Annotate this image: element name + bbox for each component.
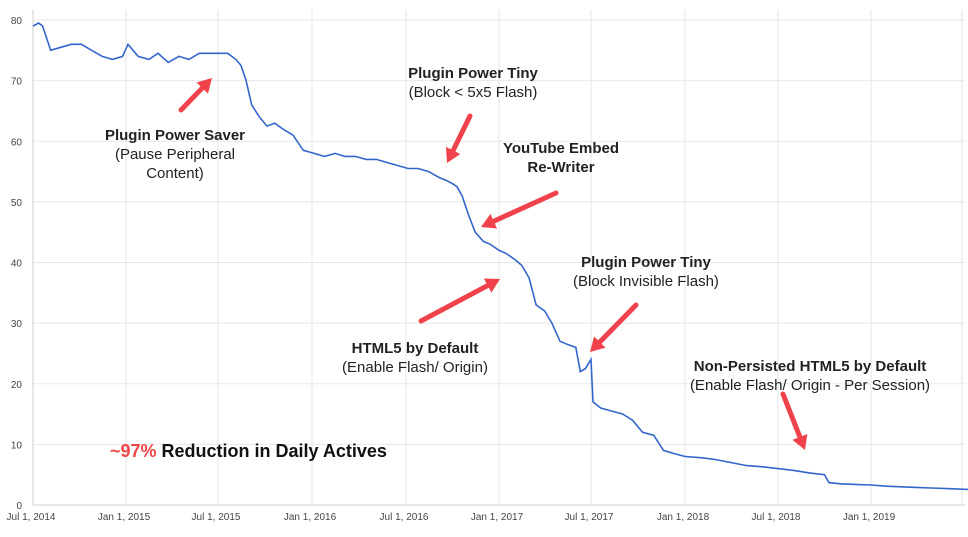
annotation-title: YouTube Embed — [502, 140, 620, 157]
annotation-arrow-shaft — [418, 283, 491, 324]
annotation-arrow-shaft — [491, 190, 559, 224]
annotation-subtitle: (Enable Flash/ Origin) — [342, 359, 488, 376]
annotation-subtitle: (Enable Flash/ Origin - Per Session) — [689, 377, 931, 394]
x-tick-label: Jan 1, 2018 — [657, 512, 710, 523]
grid — [32, 10, 965, 506]
annotation-subtitle-2: Content) — [146, 165, 204, 182]
annotation-arrow-head — [792, 434, 808, 450]
x-tick-label: Jul 1, 2015 — [192, 512, 241, 523]
annotation-arrow-head — [590, 336, 606, 352]
annotation-title: Plugin Power Saver — [104, 127, 246, 144]
series — [32, 22, 968, 491]
y-tick-label: 80 — [11, 16, 23, 27]
annotation-subtitle: (Pause Peripheral — [114, 146, 236, 163]
headline-text: Reduction in Daily Actives — [156, 441, 387, 461]
annotation-arrow-shaft — [178, 85, 205, 113]
annotation-arrow-head — [481, 213, 498, 229]
y-tick-label: 0 — [16, 501, 22, 512]
annotation-subtitle: (Block Invisible Flash) — [573, 273, 719, 290]
annotation-html5-default: HTML5 by Default (Enable Flash/ Origin) — [325, 339, 505, 377]
annotation-power-saver: Plugin Power Saver (Pause Peripheral Con… — [95, 126, 255, 183]
y-tick-label: 50 — [11, 198, 23, 209]
x-tick-label: Jan 1, 2015 — [98, 512, 151, 523]
annotation-subtitle: (Block < 5x5 Flash) — [408, 84, 538, 101]
x-tick-label: Jan 1, 2016 — [284, 512, 337, 523]
annotation-arrow-head — [196, 78, 212, 94]
annotation-arrow-head — [483, 278, 500, 293]
x-tick-label: Jul 1, 2018 — [752, 512, 801, 523]
y-tick-label: 60 — [11, 137, 23, 148]
annotation-arrow-shaft — [450, 113, 473, 153]
annotation-arrows — [178, 78, 808, 450]
annotation-title: Non-Persisted HTML5 by Default — [693, 358, 927, 375]
annotation-arrow-head — [445, 146, 461, 163]
y-tick-label: 20 — [11, 380, 23, 391]
series-line — [32, 22, 968, 491]
y-tick-label: 70 — [11, 77, 23, 88]
annotation-title: Plugin Power Tiny — [581, 254, 711, 271]
x-axis-ticks: Jul 1, 2014 Jan 1, 2015 Jul 1, 2015 Jan 1, … — [7, 512, 896, 523]
y-axis-ticks: 0 10 20 30 40 50 60 70 80 — [11, 16, 23, 512]
y-tick-label: 10 — [11, 440, 23, 451]
x-tick-label: Jan 1, 2017 — [471, 512, 524, 523]
annotation-subtitle: Re-Writer — [527, 159, 595, 176]
annotation-title: Plugin Power Tiny — [408, 65, 538, 82]
annotation-power-tiny-invisible: Plugin Power Tiny (Block Invisible Flash… — [556, 253, 736, 291]
headline-percent: ~97% — [110, 441, 157, 461]
annotation-power-tiny-5x5: Plugin Power Tiny (Block < 5x5 Flash) — [388, 64, 558, 102]
annotation-nonpersisted-html5: Non-Persisted HTML5 by Default (Enable F… — [672, 357, 948, 395]
y-tick-label: 30 — [11, 319, 23, 330]
annotation-arrow-shaft — [597, 302, 639, 345]
annotation-title: HTML5 by Default — [351, 340, 479, 357]
x-tick-label: Jul 1, 2014 — [7, 512, 56, 523]
x-tick-label: Jan 1, 2019 — [843, 512, 896, 523]
headline-reduction: ~97% Reduction in Daily Actives — [110, 441, 387, 462]
annotation-arrow-shaft — [780, 391, 803, 440]
x-tick-label: Jul 1, 2016 — [380, 512, 429, 523]
annotation-youtube-embed: YouTube Embed Re-Writer — [486, 139, 636, 177]
x-tick-label: Jul 1, 2017 — [565, 512, 614, 523]
y-tick-label: 40 — [11, 259, 23, 270]
